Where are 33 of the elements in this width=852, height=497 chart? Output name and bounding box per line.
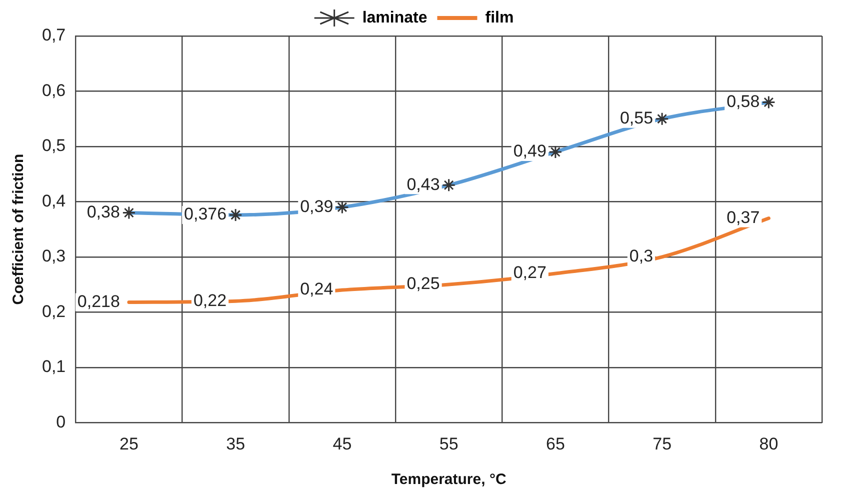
data-label: 0,43 bbox=[406, 174, 440, 194]
y-axis-title: Coefficient of friction bbox=[10, 154, 28, 305]
data-label: 0,38 bbox=[86, 202, 120, 222]
x-tick-label: 35 bbox=[226, 434, 246, 454]
data-label: 0,27 bbox=[513, 263, 546, 282]
y-tick-label: 0,7 bbox=[42, 26, 66, 45]
x-tick-label: 55 bbox=[439, 434, 458, 454]
data-label: 0,376 bbox=[184, 204, 227, 224]
legend-label: film bbox=[485, 9, 514, 26]
y-tick-label: 0,6 bbox=[42, 80, 66, 100]
data-label: 0,39 bbox=[300, 196, 334, 216]
x-tick-label: 80 bbox=[759, 434, 778, 454]
data-label: 0,55 bbox=[620, 108, 654, 128]
data-label: 0,24 bbox=[300, 280, 334, 299]
x-tick-label: 25 bbox=[119, 434, 138, 454]
y-tick-label: 0,2 bbox=[42, 302, 66, 321]
x-tick-label: 75 bbox=[652, 434, 672, 454]
data-label: 0,25 bbox=[406, 274, 440, 294]
legend-label: laminate bbox=[362, 9, 428, 26]
x-tick-label: 45 bbox=[332, 434, 352, 454]
data-label: 0,37 bbox=[726, 208, 760, 227]
data-label: 0,58 bbox=[726, 92, 760, 111]
y-tick-label: 0,5 bbox=[42, 136, 66, 156]
y-tick-label: 0,3 bbox=[42, 246, 66, 266]
y-tick-label: 0 bbox=[56, 412, 66, 432]
y-tick-label: 0,1 bbox=[42, 357, 66, 376]
data-label: 0,22 bbox=[193, 290, 227, 310]
x-axis-title: Temperature, °C bbox=[391, 471, 506, 488]
data-label: 0,49 bbox=[513, 142, 546, 161]
y-tick-label: 0,4 bbox=[42, 191, 66, 210]
data-label: 0,3 bbox=[629, 246, 654, 266]
x-tick-label: 65 bbox=[546, 434, 565, 454]
data-label: 0,218 bbox=[77, 292, 120, 311]
